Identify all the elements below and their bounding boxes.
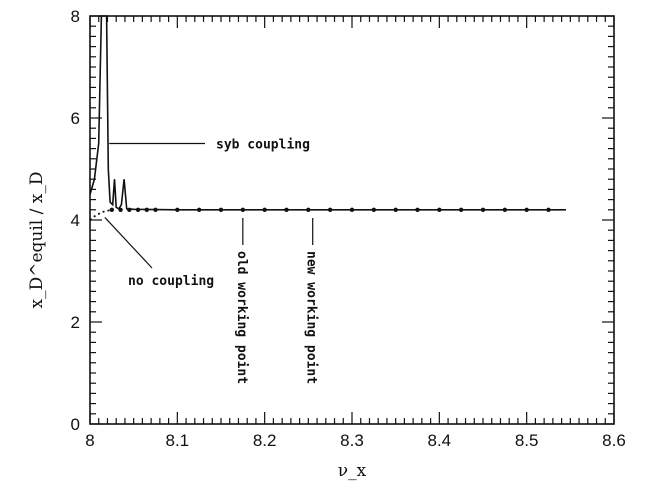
y-axis-label: x_D^equil / x_D	[27, 172, 47, 309]
data-point	[546, 207, 551, 212]
y-tick-label: 0	[71, 415, 80, 434]
syb-coupling-line	[89, 15, 566, 211]
no-coupling-line	[89, 208, 113, 221]
data-point	[118, 207, 123, 212]
no-coupling-label: no coupling	[128, 274, 214, 289]
tick-marks	[89, 15, 615, 425]
data-point	[240, 207, 246, 212]
data-point	[109, 207, 115, 212]
data-point	[480, 207, 486, 212]
data-point	[144, 207, 149, 212]
data-point	[127, 207, 132, 212]
data-point	[306, 207, 311, 212]
data-point	[327, 207, 333, 212]
x-tick-label: 8.4	[428, 431, 452, 450]
data-point	[196, 207, 202, 212]
data-point	[458, 207, 464, 212]
data-point	[437, 207, 442, 212]
data-point	[393, 207, 398, 212]
old-working-point-label: old working point	[234, 251, 249, 384]
x-tick-label: 8.2	[253, 431, 277, 450]
x-tick-label: 8.3	[340, 431, 364, 450]
x-tick-label: 8.6	[602, 431, 626, 450]
annotations: syb coupling no coupling old working point…	[104, 138, 319, 384]
data-point	[349, 207, 355, 212]
x-tick-label: 8.5	[515, 431, 539, 450]
y-tick-label: 8	[71, 7, 80, 26]
y-tick-label: 6	[71, 109, 80, 128]
data-point	[502, 207, 508, 212]
y-tick-label: 2	[71, 313, 80, 332]
x-axis-label: ν_x	[338, 461, 367, 481]
no-coupling-leader	[104, 217, 153, 269]
data-point	[175, 207, 180, 212]
y-tick-label: 4	[71, 211, 80, 230]
syb-coupling-label: syb coupling	[216, 138, 310, 153]
series-lines	[89, 15, 566, 221]
plot-frame	[89, 15, 615, 425]
tick-labels: 8 8.1 8.2 8.3 8.4 8.5 8.6 0 2 4 6 8	[71, 7, 626, 450]
data-point	[135, 207, 141, 212]
data-point	[153, 207, 158, 212]
data-point	[284, 207, 289, 212]
data-point	[415, 207, 420, 212]
data-point	[371, 207, 377, 212]
x-tick-label: 8	[85, 431, 94, 450]
new-working-point-label: new working point	[304, 251, 319, 384]
data-point	[262, 207, 267, 212]
data-point	[524, 207, 529, 212]
x-tick-label: 8.1	[166, 431, 190, 450]
data-point	[218, 207, 224, 212]
